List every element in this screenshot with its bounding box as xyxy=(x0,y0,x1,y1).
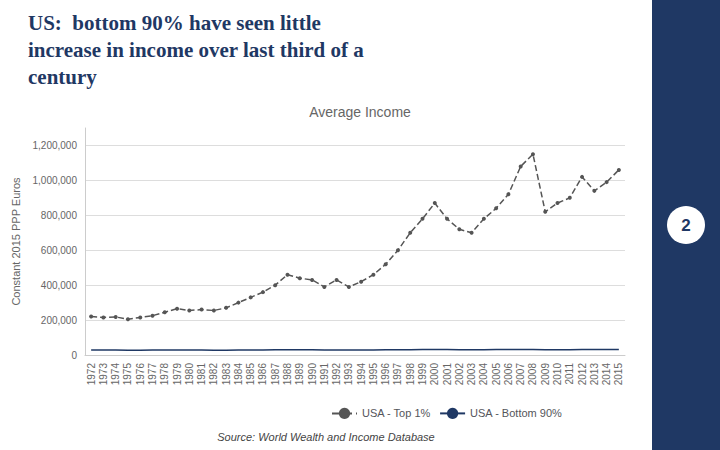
svg-text:Constant 2015 PPP Euros: Constant 2015 PPP Euros xyxy=(10,177,22,306)
svg-text:1993: 1993 xyxy=(343,363,354,386)
svg-text:1988: 1988 xyxy=(282,363,293,386)
svg-text:1987: 1987 xyxy=(270,363,281,386)
svg-text:1980: 1980 xyxy=(184,363,195,386)
svg-text:600,000: 600,000 xyxy=(41,245,78,256)
svg-text:1989: 1989 xyxy=(294,363,305,386)
svg-text:1985: 1985 xyxy=(245,363,256,386)
svg-text:1986: 1986 xyxy=(257,363,268,386)
svg-text:1990: 1990 xyxy=(307,363,318,386)
svg-text:1997: 1997 xyxy=(392,363,403,386)
svg-text:1992: 1992 xyxy=(331,363,342,386)
svg-text:century: century xyxy=(28,65,97,89)
svg-text:1978: 1978 xyxy=(159,363,170,386)
svg-text:1983: 1983 xyxy=(221,363,232,386)
svg-text:2011: 2011 xyxy=(564,363,575,385)
svg-text:Source: World Wealth and Incom: Source: World Wealth and Income Database xyxy=(217,431,434,443)
svg-text:1999: 1999 xyxy=(417,363,428,386)
svg-text:1981: 1981 xyxy=(196,363,207,386)
svg-text:2007: 2007 xyxy=(515,363,526,386)
svg-text:increase in income over last t: increase in income over last third of a xyxy=(28,38,364,62)
svg-text:1984: 1984 xyxy=(233,363,244,386)
svg-text:2013: 2013 xyxy=(589,363,600,386)
svg-text:USA - Top 1%: USA - Top 1% xyxy=(362,407,430,419)
svg-text:2009: 2009 xyxy=(540,363,551,386)
svg-text:2014: 2014 xyxy=(601,363,612,386)
svg-text:1995: 1995 xyxy=(368,363,379,386)
svg-text:2006: 2006 xyxy=(503,363,514,386)
svg-text:1,000,000: 1,000,000 xyxy=(33,175,78,186)
svg-text:1994: 1994 xyxy=(356,363,367,386)
svg-text:1972: 1972 xyxy=(86,363,97,386)
svg-text:2004: 2004 xyxy=(478,363,489,386)
svg-text:200,000: 200,000 xyxy=(41,315,78,326)
svg-text:1977: 1977 xyxy=(147,363,158,386)
svg-text:USA - Bottom 90%: USA - Bottom 90% xyxy=(470,407,562,419)
svg-text:2012: 2012 xyxy=(577,363,588,386)
svg-text:2008: 2008 xyxy=(527,363,538,386)
svg-text:1982: 1982 xyxy=(208,363,219,386)
svg-text:2000: 2000 xyxy=(429,363,440,386)
svg-text:1975: 1975 xyxy=(122,363,133,386)
svg-text:1996: 1996 xyxy=(380,363,391,386)
svg-text:0: 0 xyxy=(71,350,77,361)
svg-text:2010: 2010 xyxy=(552,363,563,386)
svg-text:2: 2 xyxy=(681,216,690,235)
svg-text:2002: 2002 xyxy=(454,363,465,386)
svg-text:1991: 1991 xyxy=(319,363,330,386)
svg-text:2001: 2001 xyxy=(442,363,453,386)
svg-text:1973: 1973 xyxy=(98,363,109,386)
svg-text:2015: 2015 xyxy=(613,363,624,386)
svg-text:Average Income: Average Income xyxy=(309,104,411,120)
svg-text:1998: 1998 xyxy=(405,363,416,386)
svg-text:US: bottom 90% have seen litt: US: bottom 90% have seen little xyxy=(28,11,321,35)
svg-text:2003: 2003 xyxy=(466,363,477,386)
svg-text:400,000: 400,000 xyxy=(41,280,78,291)
svg-text:800,000: 800,000 xyxy=(41,210,78,221)
svg-text:1,200,000: 1,200,000 xyxy=(33,140,78,151)
svg-text:1974: 1974 xyxy=(110,363,121,386)
svg-text:2005: 2005 xyxy=(491,363,502,386)
svg-text:1979: 1979 xyxy=(172,363,183,386)
svg-text:1976: 1976 xyxy=(135,363,146,386)
